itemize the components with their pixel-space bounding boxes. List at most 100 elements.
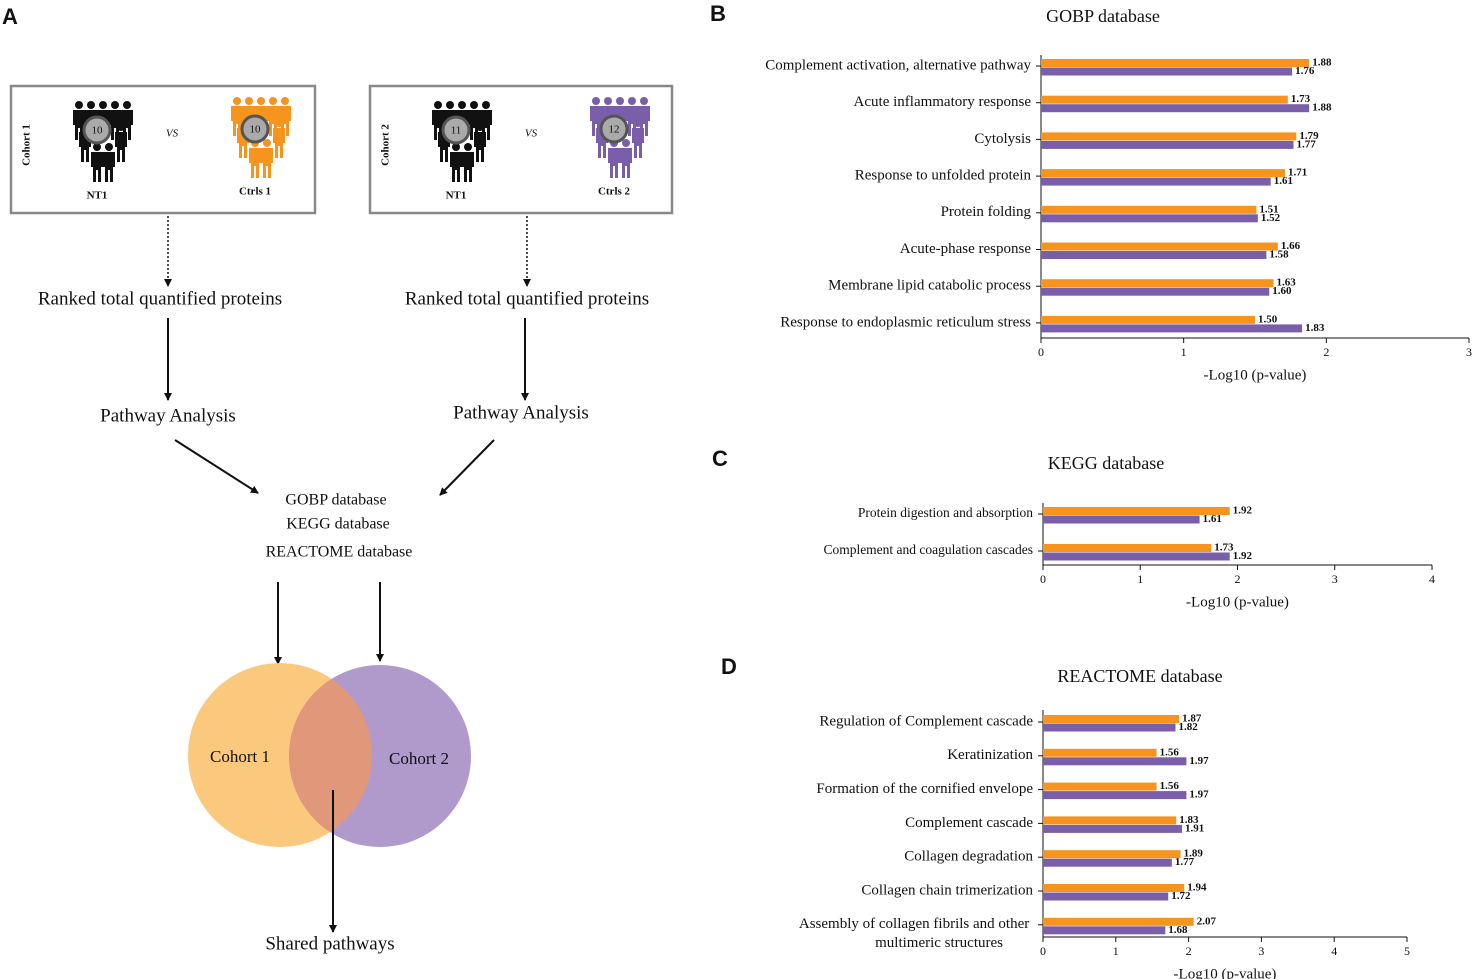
x-tick-label: 5: [1404, 944, 1410, 958]
x-axis-label: -Log10 (p-value): [1186, 594, 1289, 610]
value-label: 1.83: [1179, 814, 1199, 826]
patient-label: NT1: [87, 190, 108, 202]
x-tick-label: 2: [1235, 572, 1241, 586]
value-label: 1.56: [1160, 780, 1180, 792]
value-label: 1.76: [1295, 65, 1315, 77]
cohort-box: [9, 84, 317, 215]
value-label: 1.88: [1312, 57, 1332, 69]
value-label: 1.77: [1297, 138, 1317, 150]
cohort-label: Cohort 1: [21, 124, 33, 166]
cohort-box: [368, 84, 674, 215]
bar: [1041, 251, 1267, 259]
category-label: Response to endoplasmic reticulum stress: [780, 314, 1031, 330]
bar: [1043, 824, 1183, 833]
category-label: Assembly of collagen fibrils and other m…: [799, 916, 1033, 951]
category-label: Collagen degradation: [904, 849, 1033, 865]
patient-count: 11: [451, 125, 462, 137]
value-label: 1.87: [1182, 713, 1202, 725]
bar: [1043, 858, 1172, 867]
value-label: 1.71: [1288, 167, 1307, 179]
value-label: 1.61: [1203, 513, 1222, 525]
bar: [1043, 782, 1157, 791]
category-label: Collagen chain trimerization: [861, 882, 1033, 898]
category-label: Protein folding: [941, 204, 1032, 220]
value-label: 1.50: [1258, 313, 1278, 325]
value-label: 1.88: [1312, 102, 1332, 114]
bar: [1041, 59, 1310, 67]
x-tick-label: 0: [1038, 345, 1044, 359]
step-label: Pathway Analysis: [100, 405, 236, 426]
bar: [1041, 287, 1270, 296]
value-label: 1.82: [1178, 721, 1198, 733]
category-label: Complement activation, alternative pathw…: [765, 57, 1031, 73]
bar: [1043, 884, 1185, 892]
control-label: Ctrls 1: [239, 186, 271, 198]
x-tick-label: 0: [1040, 572, 1046, 586]
count-badge: [82, 115, 112, 145]
x-tick-label: 1: [1181, 345, 1187, 359]
value-label: 1.66: [1281, 240, 1301, 252]
value-label: 1.61: [1274, 175, 1293, 187]
value-label: 1.58: [1269, 249, 1289, 261]
chart-title: GOBP database: [1046, 6, 1160, 26]
arrow: [174, 439, 259, 494]
step-label: Ranked total quantified proteins: [38, 288, 282, 309]
x-tick-label: 2: [1323, 345, 1329, 359]
value-label: 1.56: [1160, 746, 1180, 758]
panel-label: A: [2, 4, 18, 29]
value-label: 1.92: [1233, 550, 1253, 562]
value-label: 1.92: [1233, 505, 1253, 517]
bar: [1041, 324, 1303, 333]
bar: [1043, 544, 1212, 552]
step-label: Pathway Analysis: [453, 402, 589, 423]
panel-label: C: [712, 446, 728, 471]
value-label: 2.07: [1197, 915, 1217, 927]
value-label: 1.83: [1305, 322, 1325, 334]
value-label: 1.63: [1277, 277, 1297, 289]
bar: [1043, 816, 1177, 825]
bar: [1043, 715, 1180, 723]
category-label: Protein digestion and absorption: [858, 505, 1033, 520]
bar: [1041, 67, 1293, 76]
bar: [1041, 140, 1294, 149]
category-label: Cytolysis: [974, 131, 1031, 147]
value-label: 1.52: [1261, 212, 1281, 224]
category-label: Response to unfolded protein: [855, 168, 1032, 184]
chart-title: REACTOME database: [1057, 666, 1222, 686]
bar: [1041, 205, 1257, 214]
x-tick-label: 3: [1466, 345, 1472, 359]
category-label: Regulation of Complement cascade: [819, 713, 1033, 729]
panel-label: B: [710, 1, 726, 26]
value-label: 1.91: [1185, 822, 1204, 834]
control-count: 10: [250, 124, 262, 136]
bar: [1043, 791, 1187, 800]
bar: [1043, 757, 1187, 766]
bar: [1041, 315, 1255, 324]
x-tick-label: 1: [1137, 572, 1143, 586]
bar: [1043, 723, 1176, 732]
value-label: 1.89: [1184, 848, 1204, 860]
venn-overlap: [289, 665, 372, 847]
x-tick-label: 1: [1113, 944, 1119, 958]
bar: [1041, 169, 1285, 178]
category-label: Membrane lipid catabolic process: [828, 278, 1031, 294]
panel-label: D: [721, 654, 737, 679]
bar: [1043, 507, 1230, 515]
category-label: Formation of the cornified envelope: [816, 781, 1033, 797]
count-badge: [441, 115, 471, 145]
bar: [1043, 926, 1166, 935]
value-label: 1.51: [1259, 203, 1278, 215]
x-axis-label: -Log10 (p-value): [1174, 966, 1277, 979]
patient-label: NT1: [446, 190, 467, 202]
bar: [1043, 515, 1200, 524]
bar: [1043, 892, 1169, 901]
bar: [1043, 917, 1194, 926]
venn-label: Cohort 2: [389, 749, 449, 768]
database-label: KEGG database: [286, 516, 390, 533]
chart-title: KEGG database: [1048, 453, 1164, 473]
count-badge: [240, 114, 270, 144]
bar: [1041, 242, 1278, 251]
control-count: 12: [609, 124, 620, 136]
x-axis-label: -Log10 (p-value): [1204, 367, 1307, 383]
bar: [1041, 177, 1271, 186]
